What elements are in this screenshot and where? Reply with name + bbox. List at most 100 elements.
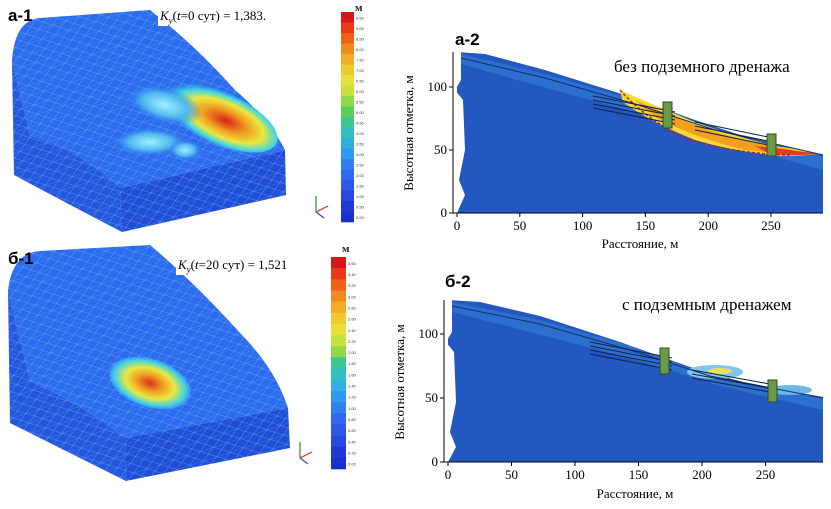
colorbar-swatch xyxy=(341,117,354,128)
b1-panel-label: б-1 xyxy=(8,249,34,268)
colorbar-swatch xyxy=(341,138,354,149)
colorbar-tick: 8.50 xyxy=(356,36,365,41)
colorbar-swatch xyxy=(331,446,346,459)
y-tick-label: 0 xyxy=(432,454,439,469)
colorbar-swatch xyxy=(341,33,354,44)
colorbar-swatch xyxy=(331,413,346,425)
colorbar-swatch xyxy=(331,346,346,358)
axis-triad-icon xyxy=(299,442,313,465)
a2-drain-well-2 xyxy=(766,133,777,157)
colorbar-tick: 0.50 xyxy=(356,204,365,209)
colorbar-tick: 2.40 xyxy=(348,328,357,333)
b2-light-zone-2 xyxy=(768,385,812,395)
colorbar-tick: 1.50 xyxy=(356,183,365,188)
colorbar-tick: 4.00 xyxy=(356,131,365,136)
x-tick-label: 0 xyxy=(445,467,452,482)
colorbar-tick: 1.20 xyxy=(348,395,357,400)
b2-xlabel: Расстояние, м xyxy=(597,486,674,501)
x-tick-label: 200 xyxy=(698,218,718,233)
colorbar-tick: 0.00 xyxy=(356,215,365,220)
panel-a2: 0 50 100 150 200 250 0 50 100 Расстояние, м Высо… xyxy=(395,30,831,260)
colorbar-swatch xyxy=(331,301,346,314)
x-tick-label: 100 xyxy=(573,218,593,233)
x-tick-label: 250 xyxy=(761,218,781,233)
colorbar-tick: 0.40 xyxy=(348,439,357,444)
colorbar-swatch xyxy=(331,390,346,403)
colorbar-tick: 1.60 xyxy=(348,372,357,377)
x-tick-label: 200 xyxy=(692,467,712,482)
b2-drain-well-2 xyxy=(767,379,778,403)
colorbar-swatch xyxy=(331,402,346,414)
colorbar-swatch xyxy=(331,290,346,302)
colorbar-swatch xyxy=(331,335,346,347)
colorbar-swatch xyxy=(341,180,354,191)
colorbar-swatch xyxy=(331,268,346,280)
b2-drain-well-1 xyxy=(659,347,670,375)
x-tick-label: 50 xyxy=(513,218,526,233)
colorbar-swatch xyxy=(341,96,354,107)
b1-colorbar: 3.60 3.40 3.20 3.00 2.80 2.60 2.40 2.20 2.00 1.80… xyxy=(330,257,357,470)
b1-colorbar-unit: м xyxy=(342,243,350,255)
colorbar-tick: 2.60 xyxy=(348,317,357,322)
x-tick-label: 250 xyxy=(756,467,776,482)
panel-b1: 3.60 3.40 3.20 3.00 2.80 2.60 2.40 2.20 2.00 1.80… xyxy=(0,243,385,483)
colorbar-tick: 2.00 xyxy=(356,173,365,178)
b2-panel-label: б-2 xyxy=(445,272,471,291)
a2-panel-label: а-2 xyxy=(455,30,480,49)
a2-ground-body xyxy=(457,52,823,213)
colorbar-tick: 1.40 xyxy=(348,384,357,389)
colorbar-swatch xyxy=(341,201,354,212)
colorbar-tick: 3.50 xyxy=(356,141,365,146)
b2-note: с подземным дренажем xyxy=(618,295,796,315)
colorbar-tick: 1.00 xyxy=(348,406,357,411)
y-tick-label: 50 xyxy=(434,142,447,157)
a1-cyan-zone-1 xyxy=(128,85,202,125)
colorbar-swatch xyxy=(331,279,346,291)
x-tick-label: 100 xyxy=(565,467,585,482)
b1-safety-factor: Ky(t=20 сут) = 1,521 xyxy=(176,257,290,275)
colorbar-tick: 5.50 xyxy=(356,99,365,104)
a2-ylabel: Высотная отметка, м xyxy=(401,75,416,190)
colorbar-tick: 0.20 xyxy=(348,450,357,455)
b2-section-plot: 0 50 100 150 200 250 0 50 100 Расстояние, м Высо… xyxy=(392,300,824,501)
y-tick-label: 50 xyxy=(425,390,438,405)
colorbar-tick: 2.50 xyxy=(356,162,365,167)
colorbar-tick: 0.00 xyxy=(348,462,357,467)
colorbar-swatch xyxy=(341,43,354,55)
colorbar-tick: 2.80 xyxy=(348,305,357,310)
colorbar-swatch xyxy=(341,85,354,97)
a1-panel-label: а-1 xyxy=(8,6,33,25)
colorbar-tick: 0.80 xyxy=(348,417,357,422)
a1-3d-model: 9.50 9.00 8.50 8.00 7.50 7.00 6.50 6.00 5.50 5.00… xyxy=(12,10,365,232)
colorbar-tick: 3.00 xyxy=(348,294,357,299)
colorbar-tick: 0.60 xyxy=(348,428,357,433)
colorbar-tick: 3.40 xyxy=(348,272,357,277)
x-tick-label: 0 xyxy=(454,218,461,233)
colorbar-tick: 7.00 xyxy=(356,68,365,73)
colorbar-swatch xyxy=(331,323,346,336)
y-tick-label: 0 xyxy=(441,205,448,220)
b1-3d-model: 3.60 3.40 3.20 3.00 2.80 2.60 2.40 2.20 2.00 1.80… xyxy=(8,245,357,481)
y-tick-label: 100 xyxy=(428,79,448,94)
colorbar-tick: 6.00 xyxy=(356,89,365,94)
a1-cyan-zone-2 xyxy=(114,128,186,156)
a2-drain-lines xyxy=(592,95,774,147)
b1-hot-zone xyxy=(109,356,191,410)
colorbar-swatch xyxy=(331,424,346,436)
b2-drain-lines xyxy=(589,341,771,393)
colorbar-tick: 9.00 xyxy=(356,26,365,31)
y-tick-label: 100 xyxy=(419,326,439,341)
colorbar-tick: 3.20 xyxy=(348,283,357,288)
colorbar-swatch xyxy=(341,148,354,160)
colorbar-tick: 3.00 xyxy=(356,152,365,157)
a2-note: без подземного дренажа xyxy=(610,57,794,77)
a1-colorbar: 9.50 9.00 8.50 8.00 7.50 7.00 6.50 6.00 5.50 5.00… xyxy=(340,12,365,223)
x-tick-label: 50 xyxy=(505,467,518,482)
colorbar-swatch xyxy=(341,190,354,202)
x-tick-label: 150 xyxy=(629,467,649,482)
a1-colorbar-unit: м xyxy=(355,2,363,14)
colorbar-swatch xyxy=(341,211,354,223)
colorbar-tick: 1.80 xyxy=(348,361,357,366)
a1-safety-factor: Ky(t=0 сут) = 1,383. xyxy=(158,8,269,26)
colorbar-tick: 8.00 xyxy=(356,47,365,52)
